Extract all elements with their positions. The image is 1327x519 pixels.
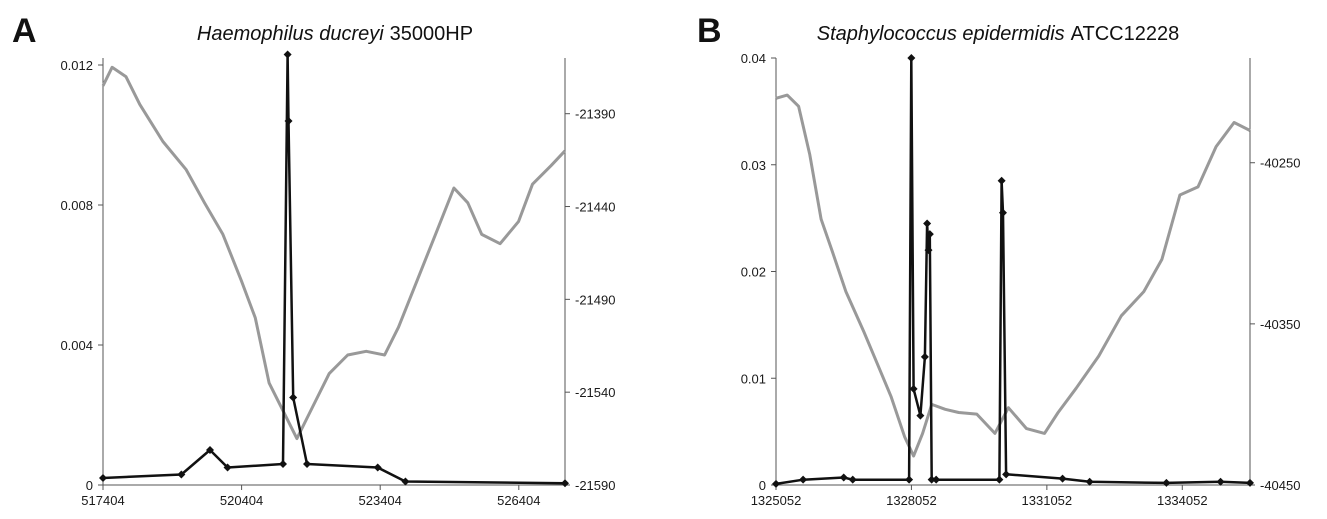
x-tick-label: 520404 <box>220 493 263 508</box>
y-left-tick-label: 0 <box>759 478 766 493</box>
data-point-a <box>177 470 186 479</box>
data-point-a <box>223 463 232 472</box>
chart-title-b-italic: Staphylococcus epidermidis <box>817 23 1065 45</box>
y-right-tick-label: -21540 <box>575 385 615 400</box>
x-tick-label: 1325052 <box>751 493 802 508</box>
y-right-tick-label: -40450 <box>1260 478 1300 493</box>
data-point-b <box>1162 478 1171 487</box>
data-point-a <box>284 117 293 125</box>
data-point-b <box>1058 474 1067 483</box>
data-point-b <box>1002 470 1011 479</box>
data-point-b <box>1085 477 1094 486</box>
data-point-a <box>289 393 298 402</box>
data-point-b <box>839 473 848 482</box>
series-a <box>99 50 569 488</box>
y-left-tick-label: 0.03 <box>741 158 766 173</box>
chart-title-b-rest: ATCC12228 <box>1071 23 1180 45</box>
x-tick-label: 523404 <box>359 493 402 508</box>
series-b <box>772 54 1254 488</box>
y-left-tick-label: 0.004 <box>60 338 93 353</box>
chart-title-a: Haemophilus ducreyi 35000HP <box>197 23 473 45</box>
data-point-b <box>995 475 1004 484</box>
data-point-b <box>905 475 914 484</box>
data-point-b <box>924 246 933 255</box>
axes-b: 0 0.01 0.02 0.03 0.04 -40250 -40350 -40450 13250… <box>741 51 1301 508</box>
x-tick-label: 1328052 <box>886 493 937 508</box>
chart-panel-a: A Haemophilus ducreyi 35000HP 0 0.004 0.008… <box>12 12 615 508</box>
x-tick-label: 1331052 <box>1022 493 1073 508</box>
data-point-a <box>303 460 312 468</box>
data-point-b <box>848 475 857 484</box>
data-point-b <box>998 208 1007 217</box>
chart-title-a-italic: Haemophilus ducreyi <box>197 23 384 45</box>
data-point-a <box>278 460 287 468</box>
data-point-a <box>99 474 107 482</box>
data-point-b <box>923 219 932 228</box>
series-line-grey-a <box>101 65 567 441</box>
data-point-b <box>920 352 929 361</box>
data-point-a <box>283 50 292 59</box>
y-left-tick-label: 0.008 <box>60 198 93 213</box>
y-left-tick-label: 0.04 <box>741 51 766 66</box>
data-point-b <box>932 475 941 484</box>
y-right-tick-label: -21490 <box>575 292 615 307</box>
data-point-b <box>909 384 918 393</box>
series-line-black-b <box>775 56 1251 486</box>
axes-a: 0 0.004 0.008 0.012 -21390 -21440 -21490 -21540… <box>60 58 615 508</box>
data-point-a <box>561 479 569 488</box>
data-point-b <box>772 479 780 488</box>
chart-title-a-rest: 35000HP <box>390 23 473 45</box>
data-point-b <box>916 411 925 420</box>
y-right-tick-label: -21390 <box>575 107 615 122</box>
chart-panel-b: B Staphylococcus epidermidis ATCC12228 00… <box>697 12 1300 508</box>
chart-title-b: Staphylococcus epidermidis ATCC12228 <box>817 23 1179 45</box>
data-point-b <box>927 475 936 484</box>
data-point-b <box>997 176 1006 185</box>
y-left-tick-label: 0.02 <box>741 265 766 280</box>
series-line-grey-b <box>775 93 1251 458</box>
data-point-b <box>799 475 808 484</box>
series-line-black-a <box>102 53 566 485</box>
y-left-tick-label: 0.01 <box>741 371 766 386</box>
data-point-b <box>1246 478 1254 487</box>
panel-label-a: A <box>12 12 37 50</box>
y-right-tick-label: -40350 <box>1260 317 1300 332</box>
y-left-tick-label: 0 <box>86 478 93 493</box>
data-point-a <box>205 446 214 454</box>
data-point-b <box>925 230 934 239</box>
data-point-b <box>1216 477 1225 486</box>
y-right-tick-label: -21440 <box>575 200 615 215</box>
panel-label-b: B <box>697 12 722 50</box>
data-point-b <box>907 54 916 62</box>
data-point-a <box>373 463 382 472</box>
y-left-tick-label: 0.012 <box>60 58 93 73</box>
x-tick-label: 526404 <box>497 493 540 508</box>
x-tick-label: 1334052 <box>1157 493 1208 508</box>
x-tick-label: 517404 <box>81 493 124 508</box>
y-right-tick-label: -40250 <box>1260 156 1300 171</box>
data-point-a <box>401 477 410 486</box>
y-right-tick-label: -21590 <box>575 478 615 493</box>
